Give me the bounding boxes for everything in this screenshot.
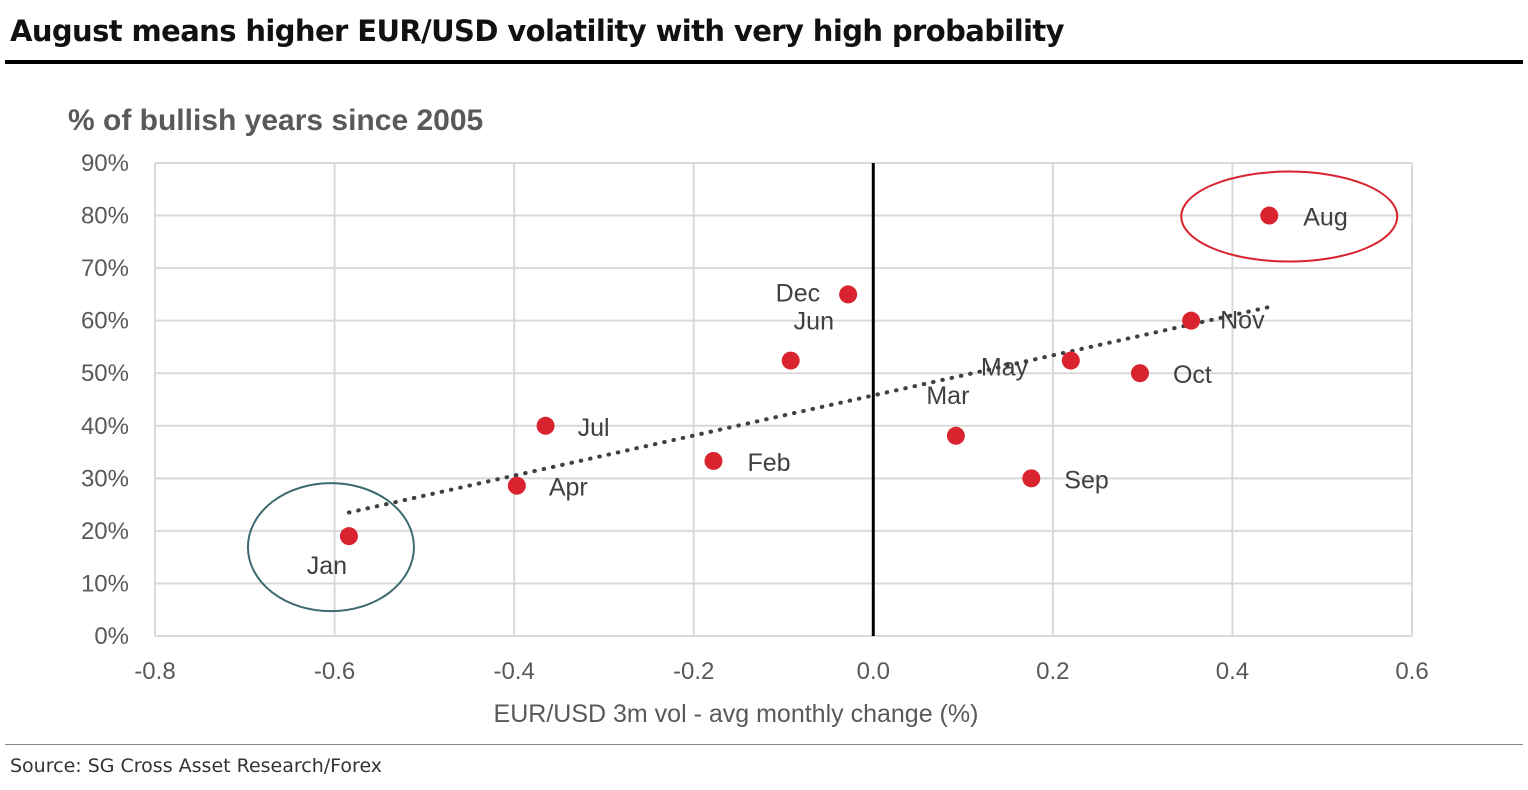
point-sep (1022, 469, 1041, 488)
x-tick-label: -0.8 (134, 658, 175, 685)
y-tick-label: 30% (81, 465, 129, 492)
point-jun (781, 351, 800, 370)
y-tick-label: 90% (81, 150, 129, 177)
chart-title: % of bullish years since 2005 (68, 104, 483, 137)
point-labels: Jan Feb Mar Apr May Jun Jul Aug Sep Oct Nov Dec (307, 204, 1348, 581)
point-may (1061, 351, 1080, 370)
point-label-apr: Apr (549, 474, 588, 502)
y-tick-label: 50% (81, 360, 129, 387)
y-tick-label: 20% (81, 518, 129, 545)
scatter-chart: % of bullish years since 2005 Jan Feb Mar A… (68, 104, 1429, 728)
point-label-oct: Oct (1173, 361, 1212, 389)
x-axis-title: EUR/USD 3m vol - avg monthly change (%) (494, 700, 979, 728)
page-title: August means higher EUR/USD volatility w… (10, 14, 1065, 48)
point-label-jun: Jun (794, 308, 834, 336)
highlight-circles (246, 170, 1399, 613)
point-label-dec: Dec (776, 279, 820, 307)
y-tick-label: 0% (94, 623, 129, 650)
point-label-sep: Sep (1064, 466, 1108, 494)
point-nov (1182, 311, 1201, 330)
title-rule (5, 60, 1523, 64)
point-label-may: May (981, 354, 1029, 382)
highlight-aug (1180, 170, 1399, 263)
point-label-jan: Jan (307, 552, 347, 580)
highlight-jan (246, 482, 415, 613)
point-aug (1260, 206, 1279, 225)
x-tick-label: 0.0 (857, 658, 890, 685)
y-tick-label: 60% (81, 308, 129, 335)
trendline-path (346, 305, 1272, 515)
point-feb (704, 451, 723, 470)
point-label-jul: Jul (578, 414, 610, 442)
x-tick-label: -0.2 (673, 658, 714, 685)
tick-labels: 0% 10% 20% 30% 40% 50% 60% 70% 80% 90% -0.8 -0.6 -0.… (81, 150, 1429, 685)
x-tick-label: 0.2 (1036, 658, 1069, 685)
point-dec (839, 285, 858, 304)
y-tick-label: 80% (81, 203, 129, 230)
source-note: Source: SG Cross Asset Research/Forex (10, 755, 383, 777)
point-jul (536, 416, 555, 435)
x-tick-label: 0.6 (1395, 658, 1428, 685)
grid (154, 162, 1413, 637)
point-oct (1130, 364, 1149, 383)
point-label-nov: Nov (1220, 307, 1265, 335)
x-tick-label: 0.4 (1216, 658, 1249, 685)
y-tick-label: 10% (81, 570, 129, 597)
point-jan (339, 527, 358, 546)
y-tick-label: 70% (81, 255, 129, 282)
point-apr (507, 476, 526, 495)
point-label-mar: Mar (926, 382, 969, 410)
x-tick-label: -0.6 (314, 658, 355, 685)
point-label-aug: Aug (1303, 204, 1347, 232)
point-label-feb: Feb (747, 449, 790, 477)
footer-rule (5, 744, 1523, 745)
x-tick-label: -0.4 (493, 658, 534, 685)
trendline (346, 305, 1272, 515)
data-points (339, 206, 1279, 546)
y-tick-label: 40% (81, 413, 129, 440)
point-mar (946, 426, 965, 445)
